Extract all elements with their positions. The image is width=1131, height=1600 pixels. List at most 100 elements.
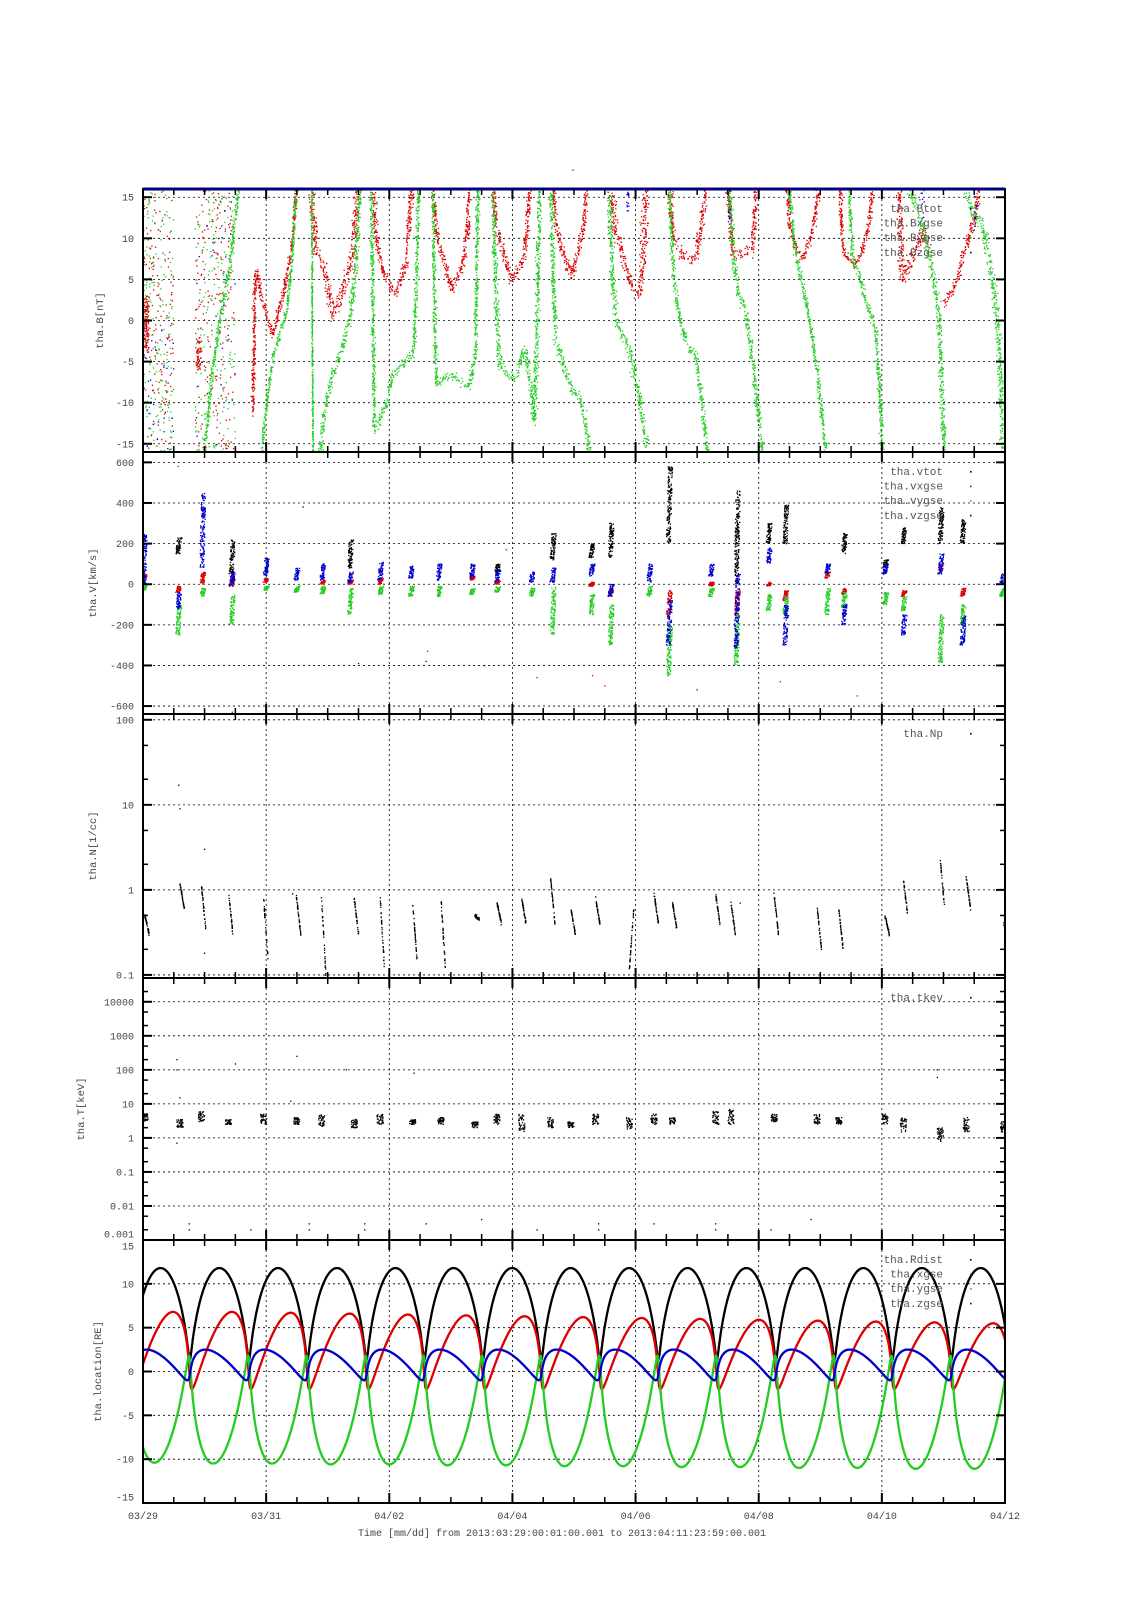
b-dot-Bxgse — [860, 252, 862, 254]
b-dot-Bxgse — [644, 206, 646, 208]
b-dot-Bxgse — [357, 212, 360, 214]
b-dot-Bxgse — [528, 230, 530, 232]
b-dot-Bxgse — [285, 286, 287, 288]
b-dot-Bxgse — [455, 278, 458, 280]
b-dot-Bxgse — [219, 227, 221, 230]
b-dot-Bxgse — [493, 211, 495, 213]
b-dot-Bxgse — [312, 209, 314, 211]
b-dot-Bxgse — [645, 244, 647, 247]
b-dot-Bygse — [218, 337, 220, 340]
b-dot-Bxgse — [394, 292, 396, 294]
b-dot-Bygse — [277, 339, 279, 341]
b-dot-Bygse — [264, 415, 266, 418]
b-dot-Bygse — [266, 407, 268, 409]
b-dot-Bxgse — [813, 218, 815, 220]
b-dot-Bxgse — [401, 264, 404, 266]
b-dot-Bxgse — [409, 216, 411, 218]
b-dot-Bxgse — [842, 248, 844, 250]
b-dot-Bxgse — [145, 309, 148, 311]
b-dot-Bxgse — [970, 227, 972, 229]
b-dot-Bxgse — [197, 357, 199, 359]
b-dot-Bxgse — [727, 199, 729, 201]
b-dot-Bxgse — [965, 240, 967, 242]
b-dot-Bxgse — [279, 306, 281, 308]
b-dot-Bxgse — [402, 268, 404, 270]
b-dot-Bxgse — [697, 251, 699, 253]
b-dot-Bxgse — [354, 225, 356, 228]
b-dot-Bxgse — [467, 200, 469, 203]
b-dot-Bxgse — [159, 339, 161, 341]
b-dot-Bxgse — [217, 252, 219, 255]
b-dot-Bxgse — [640, 290, 642, 292]
b-dot-Bygse — [290, 255, 292, 257]
b-dot-Bxgse — [739, 251, 742, 254]
b-dot-Bxgse — [160, 299, 162, 301]
b-dot-Bxgse — [810, 236, 812, 239]
b-dot-Bxgse — [149, 356, 151, 358]
b-dot-Bxgse — [612, 216, 614, 218]
b-dot-Bxgse — [756, 204, 759, 206]
b-dot-Bxgse — [976, 204, 979, 206]
b-dot-Bxgse — [525, 238, 527, 240]
b-dot-Bxgse — [342, 287, 345, 289]
b-dot-Bxgse — [631, 285, 633, 287]
b-dot-Bxgse — [442, 258, 444, 261]
b-dot-Bxgse — [260, 294, 262, 297]
b-dot-Bxgse — [253, 313, 255, 315]
b-dot-Bxgse — [200, 357, 202, 359]
b-dot-Bxgse — [147, 304, 149, 306]
b-dot-Bxgse — [397, 292, 399, 294]
b-dot-Bxgse — [167, 266, 170, 268]
b-dot-Bxgse — [671, 195, 673, 197]
b-dot-Bxgse — [252, 388, 254, 390]
b-dot-Bxgse — [143, 261, 145, 263]
b-dot-Bygse — [207, 420, 210, 423]
b-dot-Bxgse — [408, 229, 410, 231]
b-dot-Bxgse — [198, 305, 200, 308]
b-dot-Bygse — [262, 426, 264, 429]
b-dot-Bxgse — [700, 218, 702, 220]
b-dot-Bygse — [237, 206, 239, 209]
b-dot-Bxgse — [575, 270, 577, 272]
b-dot-Bxgse — [383, 270, 386, 272]
b-dot-Bxgse — [805, 251, 807, 253]
b-dot-Bxgse — [907, 267, 909, 270]
b-dot-Bxgse — [904, 269, 906, 271]
b-dot-Bxgse — [975, 206, 977, 208]
b-dot-Bxgse — [700, 223, 702, 225]
b-dot-Bxgse — [223, 387, 225, 389]
b-dot-Bxgse — [842, 239, 844, 241]
b-dot-Bxgse — [154, 193, 156, 196]
b-dot-Bxgse — [586, 190, 588, 192]
b-dot-Bxgse — [275, 309, 277, 312]
b-dot-Bxgse — [145, 357, 148, 360]
b-dot-Bxgse — [375, 208, 378, 210]
b-dot-Bxgse — [585, 202, 588, 204]
b-dot-Bxgse — [253, 359, 255, 361]
b-dot-Bxgse — [374, 224, 376, 227]
b-dot-Bxgse — [904, 272, 906, 274]
b-dot-Bxgse — [554, 206, 556, 208]
b-dot-Bygse — [312, 270, 314, 273]
b-dot-Bxgse — [253, 362, 255, 365]
b-dot-Bxgse — [901, 217, 903, 219]
b-dot-Bxgse — [556, 225, 558, 227]
b-dot-Bxgse — [161, 220, 163, 222]
b-dot-Bxgse — [493, 198, 495, 200]
b-dot-Bxgse — [290, 245, 292, 247]
b-dot-Bxgse — [919, 229, 921, 232]
b-dot-Bxgse — [611, 202, 614, 204]
b-dot-Bygse — [226, 277, 228, 279]
b-dot-Bxgse — [254, 347, 256, 349]
b-dot-Bxgse — [957, 273, 959, 275]
b-dot-Bxgse — [975, 201, 977, 203]
b-dot-Bxgse — [842, 244, 844, 246]
b-dot-Bxgse — [788, 207, 790, 209]
b-dot-Bxgse — [529, 204, 531, 206]
b-dot-Bxgse — [814, 206, 816, 208]
b-dot-Bxgse — [560, 241, 562, 243]
b-dot-Bygse — [293, 214, 295, 216]
b-dot-Bxgse — [197, 272, 199, 274]
b-dot-Bxgse — [572, 269, 574, 272]
b-dot-Bxgse — [623, 259, 625, 262]
